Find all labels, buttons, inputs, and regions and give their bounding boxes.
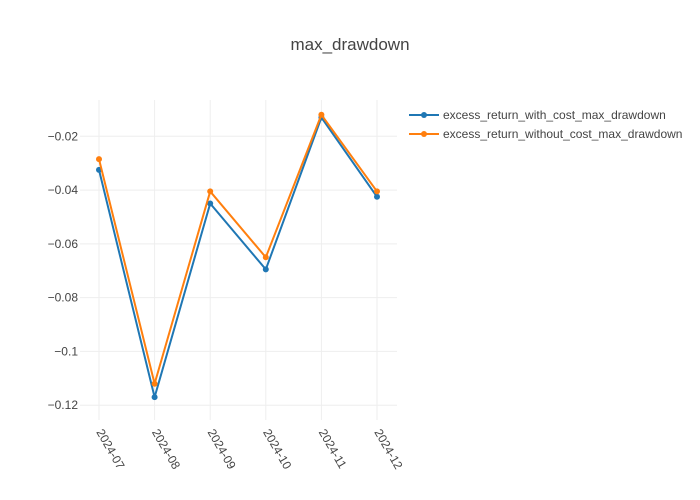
data-point[interactable] [207,188,214,195]
data-point[interactable] [207,200,214,207]
data-point[interactable] [262,266,269,273]
grid [80,100,397,420]
x-tick-label: 2024-09 [205,427,239,472]
y-tick-label: −0.06 [48,237,79,251]
x-tick-label: 2024-08 [149,427,183,472]
legend-item-1[interactable]: excess_return_with_cost_max_drawdown [409,108,666,122]
series-line-2 [98,113,378,385]
x-tick-label: 2024-12 [371,427,405,472]
chart-title: max_drawdown [290,35,409,54]
legend-label: excess_return_with_cost_max_drawdown [443,108,666,122]
y-tick-label: −0.12 [48,398,79,412]
series-line-1 [98,116,378,399]
data-point[interactable] [374,193,380,200]
data-point[interactable] [151,394,158,401]
y-tick-label: −0.04 [48,183,79,197]
legend-swatch-marker [421,131,427,137]
data-point[interactable] [374,188,380,195]
x-tick-label: 2024-07 [93,427,127,472]
y-tick-label: −0.02 [48,129,79,143]
data-point[interactable] [262,254,269,261]
legend-swatch-marker [421,112,427,118]
legend[interactable]: excess_return_with_cost_max_drawdownexce… [409,108,682,141]
plot-area [96,111,380,401]
y-tick-label: −0.08 [48,291,79,305]
data-point[interactable] [151,380,158,387]
legend-label: excess_return_without_cost_max_drawdown [443,127,682,141]
legend-item-2[interactable]: excess_return_without_cost_max_drawdown [409,127,682,141]
data-point[interactable] [318,111,325,118]
y-tick-label: −0.1 [54,344,78,358]
x-axis: 2024-07 2024-08 2024-09 2024-10 2024-11 2024-… [93,427,405,472]
y-axis: −0.12 −0.1 −0.08 −0.06 −0.04 −0.02 [48,129,79,412]
x-tick-label: 2024-11 [316,427,350,472]
x-tick-label: 2024-10 [260,427,294,472]
data-point[interactable] [96,156,102,163]
